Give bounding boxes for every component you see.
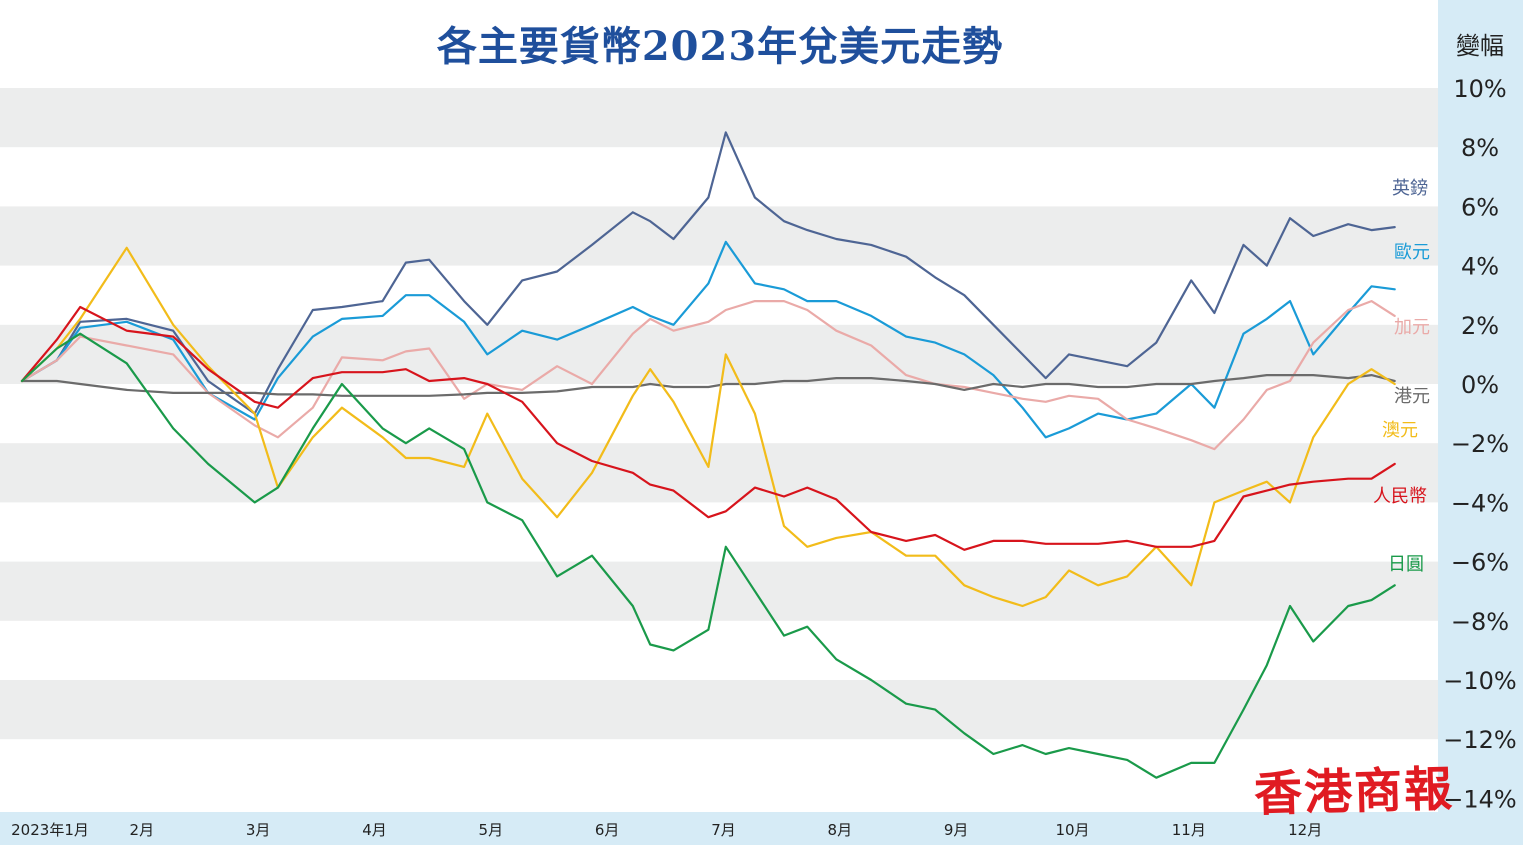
x-tick-label: 8月 [828, 821, 853, 839]
y-tick-label: −2% [1451, 430, 1509, 458]
series-label: 人民幣 [1373, 486, 1427, 507]
y-tick-label: 10% [1453, 75, 1506, 103]
y-tick-label: −10% [1443, 667, 1516, 695]
grid-band [0, 680, 1438, 740]
y-tick-label: 6% [1461, 193, 1499, 221]
y-axis-ticks: 10% 8% 6% 4% 2% 0% −2% −4% −6% −8% −10% −12% −14% [1443, 75, 1516, 813]
series-label: 澳元 [1382, 420, 1418, 441]
grid-band [0, 324, 1438, 384]
x-tick-label: 11月 [1172, 821, 1206, 839]
x-tick-label: 12月 [1288, 821, 1322, 839]
series-line-加元 [20, 300, 1396, 451]
chart-title: 各主要貨幣2023年兌美元走勢 [436, 23, 1004, 70]
series-lines [20, 131, 1396, 779]
x-tick-label: 4月 [362, 821, 387, 839]
grid-bands [0, 88, 1438, 740]
series-line-港元 [20, 374, 1396, 397]
y-tick-label: −4% [1451, 489, 1509, 517]
grid-band [0, 88, 1438, 148]
y-tick-label: −14% [1443, 785, 1516, 813]
y-tick-label: 2% [1461, 312, 1499, 340]
y-axis-label: 變幅 [1456, 32, 1504, 60]
x-axis-panel [0, 812, 1523, 845]
series-label: 歐元 [1394, 242, 1430, 263]
series-label: 英鎊 [1392, 178, 1428, 199]
series-line-人民幣 [20, 305, 1396, 551]
y-tick-label: −8% [1451, 608, 1509, 636]
series-label: 日圓 [1388, 554, 1424, 575]
x-tick-label: 2023年1月 [11, 821, 89, 839]
x-tick-label: 6月 [595, 821, 620, 839]
y-tick-label: −12% [1443, 726, 1516, 754]
grid-band [0, 561, 1438, 621]
x-tick-label: 3月 [246, 821, 271, 839]
y-tick-label: 0% [1461, 371, 1499, 399]
series-line-歐元 [20, 240, 1396, 439]
newspaper-logo: 香港商報 [1253, 761, 1455, 823]
series-line-英鎊 [20, 131, 1396, 415]
y-tick-label: 8% [1461, 134, 1499, 162]
series-line-日圓 [20, 332, 1396, 779]
x-tick-label: 9月 [944, 821, 969, 839]
series-label: 港元 [1394, 386, 1430, 407]
y-axis-panel [1438, 0, 1523, 845]
series-line-澳元 [20, 246, 1396, 608]
x-tick-label: 10月 [1055, 821, 1089, 839]
y-tick-label: −6% [1451, 549, 1509, 577]
x-tick-label: 7月 [711, 821, 736, 839]
y-tick-label: 4% [1461, 253, 1499, 281]
series-label: 加元 [1394, 317, 1430, 338]
x-tick-label: 2月 [130, 821, 155, 839]
x-tick-label: 5月 [479, 821, 504, 839]
grid-band [0, 443, 1438, 503]
x-axis-ticks: 2023年1月 2月 3月 4月 5月 6月 7月 8月 9月 10月 11月 12月 [11, 821, 1322, 839]
